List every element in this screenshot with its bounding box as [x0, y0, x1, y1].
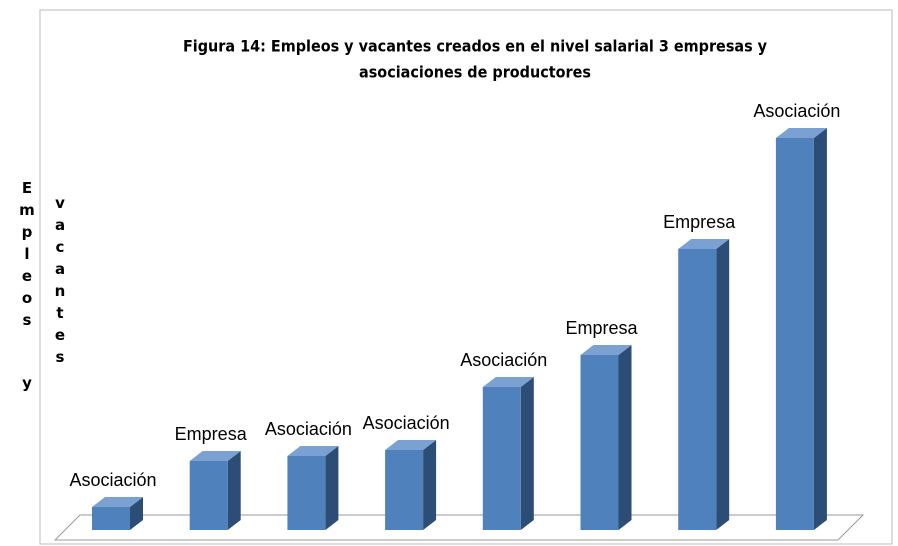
bar-side [716, 239, 730, 530]
bar-side [325, 446, 339, 530]
chart-frame [39, 9, 893, 545]
bar-side [227, 451, 241, 530]
bar [775, 128, 827, 530]
bar-front [385, 450, 424, 530]
bar-front [678, 249, 717, 530]
bar [482, 377, 534, 530]
data-label: Asociación [265, 419, 352, 439]
bar-front [482, 387, 521, 530]
bar [580, 345, 632, 530]
bar-top [775, 128, 827, 138]
bar-front [92, 507, 130, 530]
bar-side [520, 377, 534, 530]
bar [385, 440, 437, 530]
bar-side [618, 345, 632, 530]
data-label: Asociación [69, 470, 156, 490]
bar-top [92, 497, 143, 507]
bar-top [189, 451, 241, 461]
bar-front [287, 456, 326, 530]
chart-title: Figura 14: Empleos y vacantes creados en… [183, 37, 768, 56]
data-label: Asociación [753, 101, 840, 121]
bar-side [423, 440, 437, 530]
bar-top [287, 446, 339, 456]
bar-top [678, 239, 730, 249]
floor [53, 514, 865, 541]
bar-side [813, 128, 827, 530]
bar [92, 497, 143, 530]
bar-top [385, 440, 437, 450]
bar-front [580, 355, 619, 530]
bar-front [775, 138, 814, 530]
data-label: Asociación [460, 350, 547, 370]
bar [287, 446, 339, 530]
data-label: Empresa [175, 424, 248, 444]
data-label: Empresa [565, 318, 638, 338]
bar-top [580, 345, 632, 355]
chart-title: asociaciones de productores [359, 63, 591, 82]
bar-side [130, 497, 143, 530]
data-label: Empresa [663, 212, 736, 232]
bar [189, 451, 241, 530]
data-label: Asociación [363, 413, 450, 433]
bar-front [189, 461, 228, 530]
bar-top [482, 377, 534, 387]
bar [678, 239, 730, 530]
